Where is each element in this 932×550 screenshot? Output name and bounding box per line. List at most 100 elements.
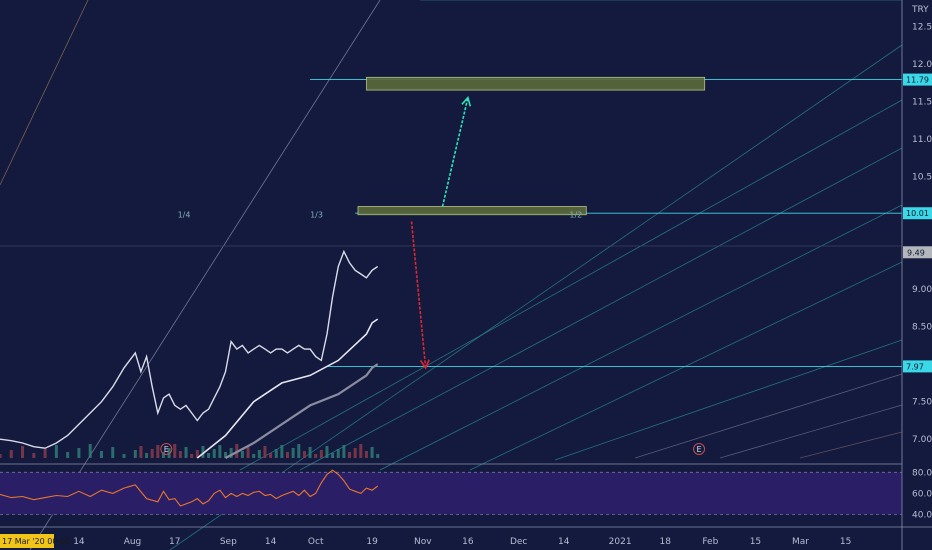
volume-bar [88, 444, 92, 458]
volume-bar [286, 452, 290, 458]
rsi-band [0, 472, 902, 515]
volume-bar [269, 453, 273, 458]
volume-bar [376, 454, 380, 458]
volume-bar [353, 448, 357, 458]
price-tick-label: 9.00 [912, 285, 932, 295]
level-tag-1 [903, 207, 932, 220]
volume-bar [308, 447, 312, 458]
time-tick-label: 14 [73, 537, 85, 547]
time-tick-label: Aug [124, 537, 142, 547]
fan-labels: 1/4 1/3 1/2 [178, 211, 583, 220]
volume-bar [359, 444, 363, 458]
volume-bar [99, 451, 103, 458]
time-tick-label: Mar [792, 537, 809, 547]
volume-bar [190, 454, 194, 458]
volume-bar [218, 445, 222, 458]
moving-average-slow [224, 363, 379, 459]
volume-bar [229, 448, 233, 458]
volume-bar [133, 450, 137, 458]
volume-bar [0, 454, 2, 458]
volume-bars [0, 444, 380, 458]
rsi-line [0, 469, 379, 507]
fan-line-7 [554, 339, 903, 461]
volume-bar [173, 444, 177, 458]
time-tick-label: 14 [265, 537, 277, 547]
fan-line-9 [719, 404, 903, 459]
arrow-head-0 [461, 95, 472, 107]
time-tick-label: 2021 [609, 537, 632, 547]
arrow-shaft-0 [441, 97, 469, 207]
rsi-tick-label: 60.00 [912, 489, 932, 499]
price-line [0, 249, 379, 449]
fan-line-3 [239, 99, 903, 471]
fan-label-0: 1/4 [178, 211, 191, 220]
fan-line-4 [299, 147, 903, 471]
level-tag-0 [903, 73, 932, 86]
volume-bar [161, 452, 165, 458]
time-axis[interactable]: Jul14Aug17Sep14Oct19Nov16Dec14202118Feb1… [0, 526, 932, 548]
volume-bar [77, 448, 81, 458]
time-tick-label: 15 [750, 537, 761, 547]
volume-bar [280, 445, 284, 458]
fan-line-10 [799, 431, 903, 459]
volume-bar [111, 447, 115, 458]
volume-bar [314, 454, 318, 458]
target-zone-0 [366, 76, 706, 91]
fan-label-2: 1/2 [569, 211, 582, 220]
price-series [0, 249, 379, 459]
volume-bar [54, 445, 58, 458]
volume-bar [336, 449, 340, 458]
event-marker-0 [160, 443, 173, 455]
volume-bar [66, 452, 70, 458]
volume-bar [9, 450, 13, 458]
volume-bar [348, 452, 352, 458]
volume-bar [167, 448, 171, 458]
fan-line-1 [29, 0, 381, 550]
time-tick-label: Feb [702, 537, 718, 547]
time-axis-start-label: 17 Mar '20 00:00 [2, 537, 70, 546]
volume-bar [240, 451, 244, 458]
price-tick-label: 12.00 [912, 60, 932, 70]
time-tick-label: 17 [169, 537, 180, 547]
volume-bar [252, 454, 256, 458]
volume-bar [297, 444, 301, 458]
start-label-bg [0, 534, 54, 548]
rsi-pane[interactable] [0, 463, 902, 515]
arrow-shaft-1 [410, 221, 427, 368]
current-price-label: 9.49 [907, 248, 925, 257]
volume-bar [156, 445, 160, 458]
fan-line-2 [169, 44, 903, 550]
price-tick-label: 7.00 [912, 435, 932, 445]
currency-label: TRY [911, 5, 929, 15]
volume-bar [257, 450, 261, 458]
volume-bar [302, 451, 306, 458]
projection-arrows[interactable] [410, 95, 472, 370]
time-tick-label: 14 [558, 537, 570, 547]
volume-bar [32, 453, 36, 458]
price-tick-label: 8.50 [912, 323, 932, 333]
volume-bar [43, 449, 47, 458]
fan-line-5 [379, 204, 903, 471]
price-axis[interactable]: 12.5012.0011.5011.0010.5010.009.509.008.… [901, 0, 932, 550]
target-zones[interactable] [357, 76, 706, 216]
volume-bar [21, 446, 25, 458]
fan-line-0 [0, 0, 89, 186]
time-tick-label: 18 [659, 537, 671, 547]
price-tick-label: 7.50 [912, 398, 932, 408]
volume-bar [184, 447, 188, 458]
rsi-axis[interactable]: 80.00 60.00 40.00 [912, 468, 932, 520]
fan-line-8 [634, 373, 903, 459]
price-tick-label: 11.50 [912, 97, 932, 107]
volume-bar [201, 446, 205, 458]
volume-bar [331, 453, 335, 458]
time-tick-label: Dec [510, 537, 527, 547]
volume-bar [370, 447, 374, 458]
volume-bar [224, 452, 227, 458]
time-tick-label: Sep [220, 537, 237, 547]
event-marker-1 [693, 443, 706, 455]
price-tick-label: 10.50 [912, 172, 932, 182]
level-tag-label-2: 7.97 [906, 362, 924, 371]
